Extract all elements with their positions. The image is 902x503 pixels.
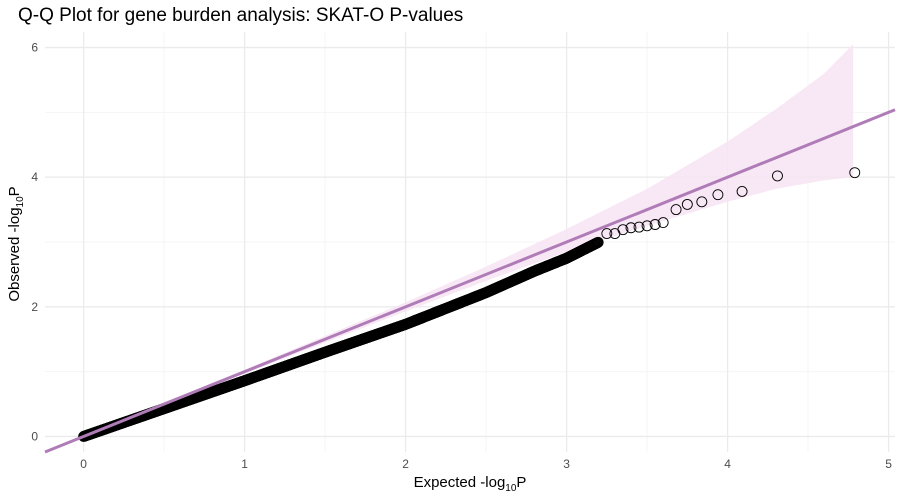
reference-line — [44, 108, 896, 454]
data-point — [772, 170, 783, 182]
x-tick-label: 4 — [724, 457, 731, 471]
reference-line-layer — [44, 108, 896, 454]
y-tick-label: 0 — [31, 429, 38, 443]
x-tick-label: 3 — [563, 457, 570, 471]
x-tick-label: 1 — [241, 457, 248, 471]
y-tick-label: 2 — [31, 300, 38, 314]
data-point — [712, 189, 724, 201]
x-axis-title: Expected -log10P — [414, 474, 527, 494]
confidence-band-layer — [83, 44, 854, 437]
data-point — [849, 167, 861, 179]
y-tick-label: 4 — [31, 170, 38, 184]
points-layer — [78, 167, 861, 442]
data-point — [625, 222, 637, 234]
data-point — [670, 204, 682, 216]
major-gridlines — [45, 32, 895, 452]
data-point — [617, 224, 629, 236]
chart-title: Q-Q Plot for gene burden analysis: SKAT-… — [18, 5, 464, 26]
y-tick-labels: 0 2 4 6 — [31, 41, 38, 444]
data-point — [649, 219, 661, 230]
x-tick-label: 2 — [402, 457, 409, 471]
data-point — [657, 217, 669, 229]
y-axis-title: Observed -log10P — [6, 186, 26, 301]
confidence-band — [83, 44, 854, 437]
data-point — [641, 220, 653, 232]
data-point — [633, 221, 645, 233]
data-point — [681, 198, 693, 210]
x-tick-label: 5 — [885, 457, 892, 471]
x-tick-label: 0 — [80, 457, 87, 471]
data-point — [736, 185, 748, 197]
minor-gridlines — [45, 32, 895, 452]
y-tick-label: 6 — [31, 41, 38, 55]
data-point — [601, 228, 613, 240]
x-tick-labels: 0 1 2 3 4 5 — [80, 457, 892, 471]
data-point — [592, 236, 604, 248]
data-point — [696, 196, 708, 208]
